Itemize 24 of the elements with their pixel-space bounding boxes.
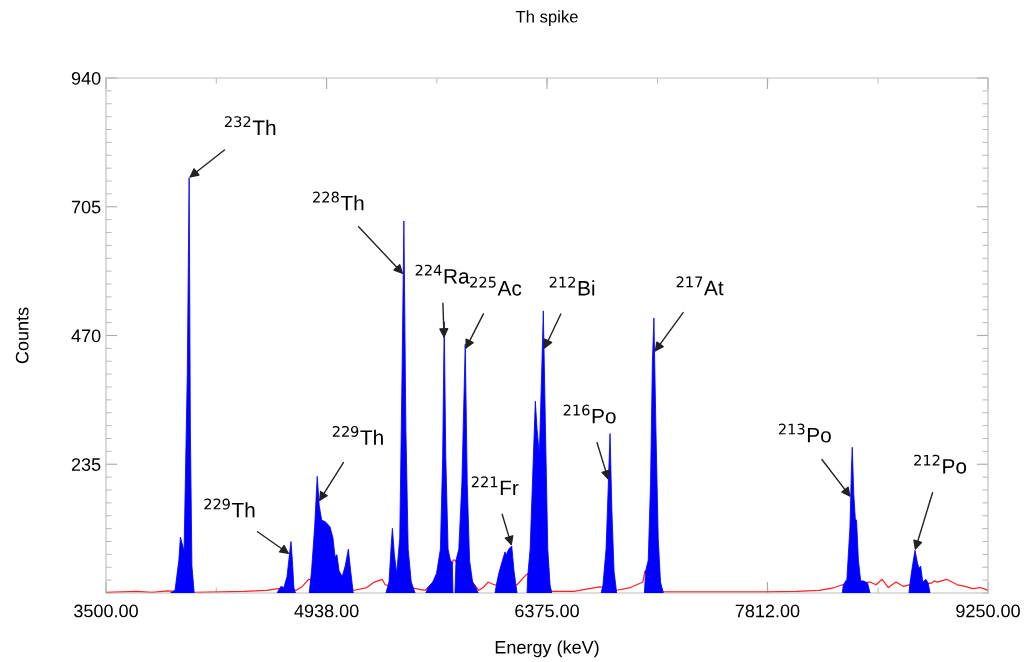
x-axis-title: Energy (keV) (495, 640, 599, 658)
chart-title: Th spike (515, 10, 578, 26)
x-tick-label: 4938.00 (294, 604, 359, 618)
annotation: $^{225}$Ac (470, 276, 522, 296)
x-tick-label: 7812.00 (735, 604, 800, 618)
y-tick-label: 705 (71, 200, 101, 214)
y-axis-title: Counts (15, 307, 29, 364)
annotation: $^{212}$Po (914, 454, 967, 474)
x-tick-label: 9250.00 (956, 604, 1020, 618)
annotation: $^{217}$At (676, 276, 724, 296)
x-tick-label: 3500.00 (74, 604, 138, 618)
annotation: $^{224}$Ra (415, 264, 470, 284)
annotation: $^{221}$Fr (471, 476, 519, 496)
y-tick-label: 940 (71, 71, 101, 85)
annotation: $^{212}$Bi (549, 276, 595, 296)
annotation: $^{213}$Po (778, 423, 831, 443)
annotation: $^{229}$Th (332, 425, 383, 445)
annotation: $^{229}$Th (204, 498, 255, 518)
annotation: $^{216}$Po (563, 404, 616, 424)
annotation: $^{228}$Th (313, 191, 364, 211)
y-tick-label: 470 (71, 329, 101, 343)
annotation: $^{232}$Th (224, 116, 276, 135)
y-tick-label: 235 (71, 458, 101, 471)
x-tick-label: 6375.00 (515, 604, 579, 618)
